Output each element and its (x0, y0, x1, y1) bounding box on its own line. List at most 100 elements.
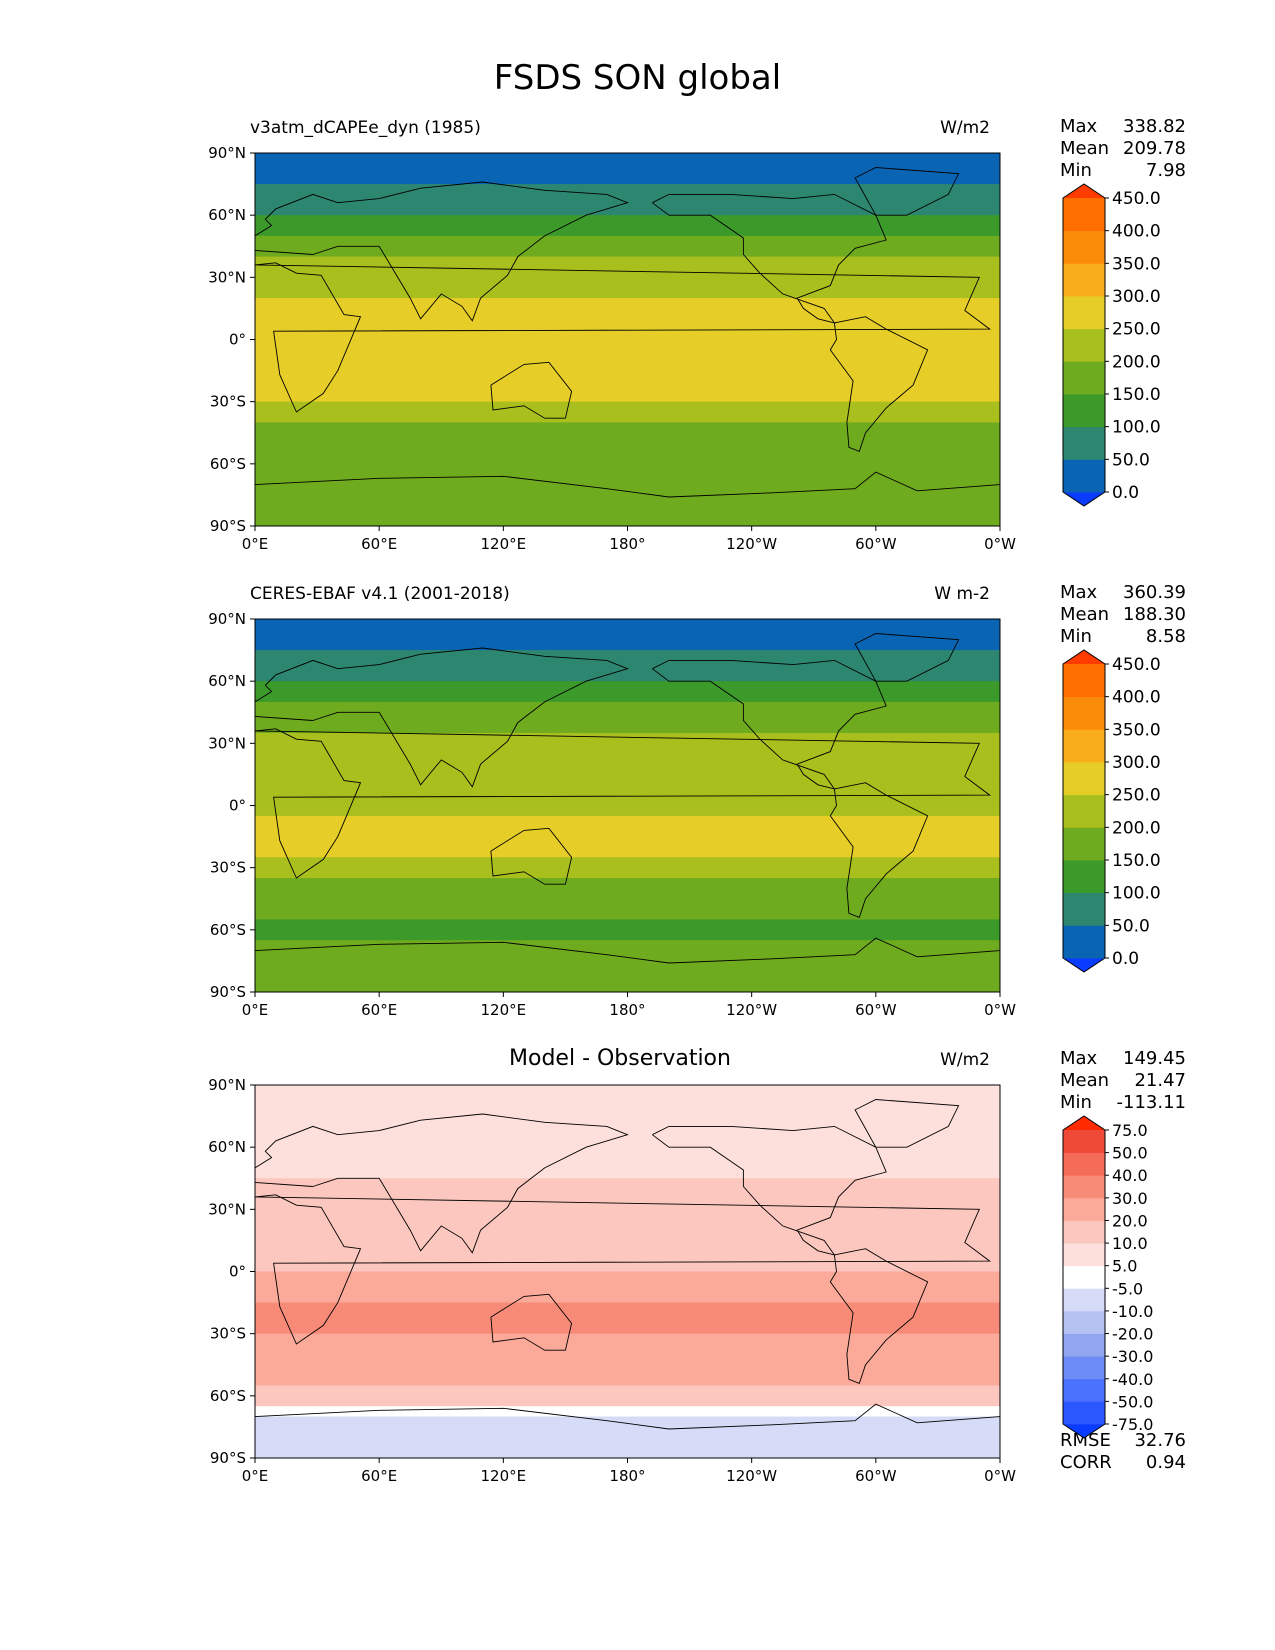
colorbar-segment (1063, 1265, 1105, 1289)
colorbar-extend-bottom (1063, 958, 1105, 972)
map-band (255, 743, 1000, 755)
map-band (255, 1250, 1000, 1262)
map-band (255, 1344, 1000, 1355)
colorbar-extend-top (1063, 1116, 1105, 1130)
y-tick-label: 60°N (208, 672, 246, 690)
map-band (255, 753, 1000, 765)
map-band (255, 857, 1000, 869)
colorbar-tick-label: 5.0 (1112, 1257, 1137, 1276)
colorbar-tick-label: 400.0 (1112, 688, 1161, 708)
stat-mean: 21.47 (1134, 1070, 1186, 1091)
map-band (255, 515, 1000, 527)
map-plot-test: 90°N 60°N 30°N 0° 30°S 60°S 90°S0°E 60°E 120°E 18… (208, 144, 1161, 553)
y-tick-label: 60°S (210, 1387, 246, 1405)
map-band (255, 1167, 1000, 1179)
map-band (255, 878, 1000, 889)
map-field (255, 1085, 1000, 1459)
y-tick-label: 60°N (208, 1138, 246, 1156)
panel-test: v3atm_dCAPEe_dyn (1985) W/m2 Max 338.82 M… (0, 110, 1275, 553)
x-tick-label: 0°W (984, 1467, 1016, 1485)
map-band (255, 1116, 1000, 1127)
map-band (255, 1416, 1000, 1428)
colorbar-tick-label: 250.0 (1112, 320, 1161, 340)
colorbar: 0.0 50.0 100.0 150.0 200.0 250.0 300.0 350.0 400… (1062, 183, 1161, 507)
colorbar-segment (1063, 696, 1105, 730)
y-tick-label: 0° (229, 797, 246, 815)
x-tick-label: 0°W (984, 535, 1016, 553)
colorbar-segment (1063, 263, 1105, 297)
map-band (255, 805, 1000, 817)
coastline (854, 167, 960, 216)
map-band (255, 1364, 1000, 1376)
map-band (255, 443, 1000, 454)
coastline (829, 782, 929, 918)
map-band (255, 1375, 1000, 1386)
map-band (255, 940, 1000, 952)
y-tick-label: 60°S (210, 455, 246, 473)
map-band (255, 867, 1000, 879)
colorbar-tick-label: 100.0 (1112, 884, 1161, 904)
map-band (255, 1437, 1000, 1449)
y-tick-label: 30°N (208, 268, 246, 286)
stat-min: -113.11 (1116, 1092, 1186, 1113)
map-band (255, 1333, 1000, 1345)
map-band (255, 795, 1000, 806)
colorbar-segment (1063, 296, 1105, 330)
metric-rmse: 32.76 (1134, 1430, 1186, 1451)
colorbar-tick-label: -5.0 (1112, 1279, 1143, 1298)
map-band (255, 660, 1000, 672)
panel-units: W m-2 (934, 584, 990, 604)
map-band (255, 909, 1000, 920)
map-band (255, 453, 1000, 465)
metrics-block: RMSE 32.76 CORR 0.94 (1060, 1430, 1186, 1473)
coastline (854, 1099, 960, 1148)
colorbar-segment (1063, 1378, 1105, 1402)
map-band (255, 1209, 1000, 1221)
x-tick-label: 120°W (726, 1467, 777, 1485)
y-tick-label: 0° (229, 1263, 246, 1281)
colorbar: 0.0 50.0 100.0 150.0 200.0 250.0 300.0 350.0 400… (1062, 649, 1161, 973)
colorbar-tick-label: 10.0 (1112, 1234, 1148, 1253)
colorbar-segment (1063, 361, 1105, 395)
map-band (255, 1354, 1000, 1366)
colorbar-segment (1063, 198, 1105, 232)
coastlines (254, 167, 1001, 498)
map-band (255, 235, 1000, 247)
colorbar-segment (1063, 664, 1105, 698)
map-band (255, 163, 1000, 175)
coastlines (254, 633, 1001, 964)
map-band (255, 287, 1000, 299)
colorbar-tick-label: -75.0 (1112, 1415, 1153, 1434)
x-tick-label: 60°E (361, 1467, 397, 1485)
y-tick-label: 60°N (208, 206, 246, 224)
colorbar-tick-label: 350.0 (1112, 720, 1161, 740)
map-band (255, 318, 1000, 330)
map-band (255, 1136, 1000, 1148)
map-band (255, 619, 1000, 630)
map-band (255, 691, 1000, 703)
colorbar-tick-label: 0.0 (1112, 483, 1139, 503)
stats-block: Max 338.82 Mean 209.78 Min 7.98 (1060, 116, 1186, 181)
colorbar-tick-label: 400.0 (1112, 222, 1161, 242)
colorbar-extend-bottom (1063, 492, 1105, 506)
panel-units: W/m2 (940, 118, 990, 138)
coastline (254, 262, 992, 413)
colorbar-extend-top (1063, 650, 1105, 664)
metric-corr: 0.94 (1145, 1452, 1186, 1473)
colorbar-tick-label: 50.0 (1112, 1144, 1148, 1163)
map-band (255, 484, 1000, 496)
map-band (255, 670, 1000, 682)
colorbar-segment (1063, 729, 1105, 763)
map-band (255, 1447, 1000, 1459)
map-band (255, 1312, 1000, 1324)
x-tick-label: 0°E (242, 1001, 269, 1019)
stat-mean: 209.78 (1123, 138, 1186, 159)
coastline (254, 1403, 1001, 1430)
map-field (255, 619, 1000, 993)
map-band (255, 308, 1000, 320)
colorbar-segment (1063, 328, 1105, 362)
coastline (490, 361, 573, 419)
coastline (254, 1194, 992, 1345)
colorbar-tick-label: 300.0 (1112, 753, 1161, 773)
map-band (255, 650, 1000, 661)
